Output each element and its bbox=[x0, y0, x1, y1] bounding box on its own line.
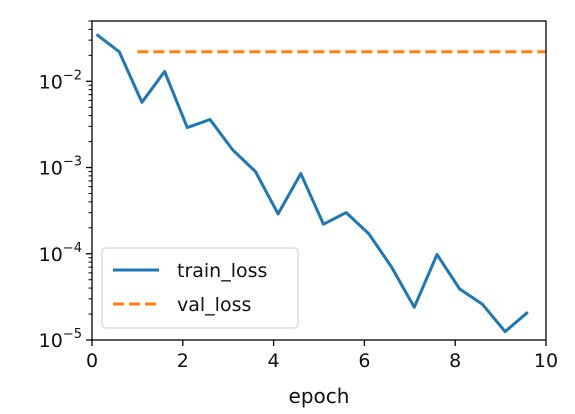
y-tick-exponent: −2 bbox=[63, 68, 82, 83]
series-line-train-loss bbox=[95, 33, 529, 334]
x-axis-label: epoch bbox=[289, 384, 350, 408]
y-tick-label: 10−4 bbox=[39, 241, 82, 266]
legend-box bbox=[101, 247, 299, 329]
y-tick-base: 10 bbox=[39, 244, 63, 266]
y-tick-base: 10 bbox=[39, 158, 63, 180]
y-tick-base: 10 bbox=[39, 71, 63, 93]
legend-label-train-loss: train_loss bbox=[177, 260, 267, 282]
x-tick-label: 6 bbox=[358, 350, 370, 372]
x-tick-label: 0 bbox=[86, 350, 98, 372]
y-tick-label: 10−3 bbox=[39, 155, 82, 180]
y-tick-exponent: −5 bbox=[63, 327, 82, 342]
y-tick-exponent: −3 bbox=[63, 155, 82, 170]
x-tick-label: 8 bbox=[449, 350, 461, 372]
legend-label-val-loss: val_loss bbox=[177, 294, 251, 316]
y-tick-label: 10−5 bbox=[39, 327, 82, 352]
x-tick-label: 10 bbox=[534, 350, 558, 372]
x-tick-label: 4 bbox=[268, 350, 280, 372]
legend: train_loss val_loss bbox=[101, 247, 299, 329]
y-tick-exponent: −4 bbox=[63, 241, 82, 256]
y-tick-label: 10−2 bbox=[39, 68, 82, 93]
plot-area bbox=[95, 33, 546, 334]
y-tick-base: 10 bbox=[39, 330, 63, 352]
x-tick-label: 2 bbox=[177, 350, 189, 372]
